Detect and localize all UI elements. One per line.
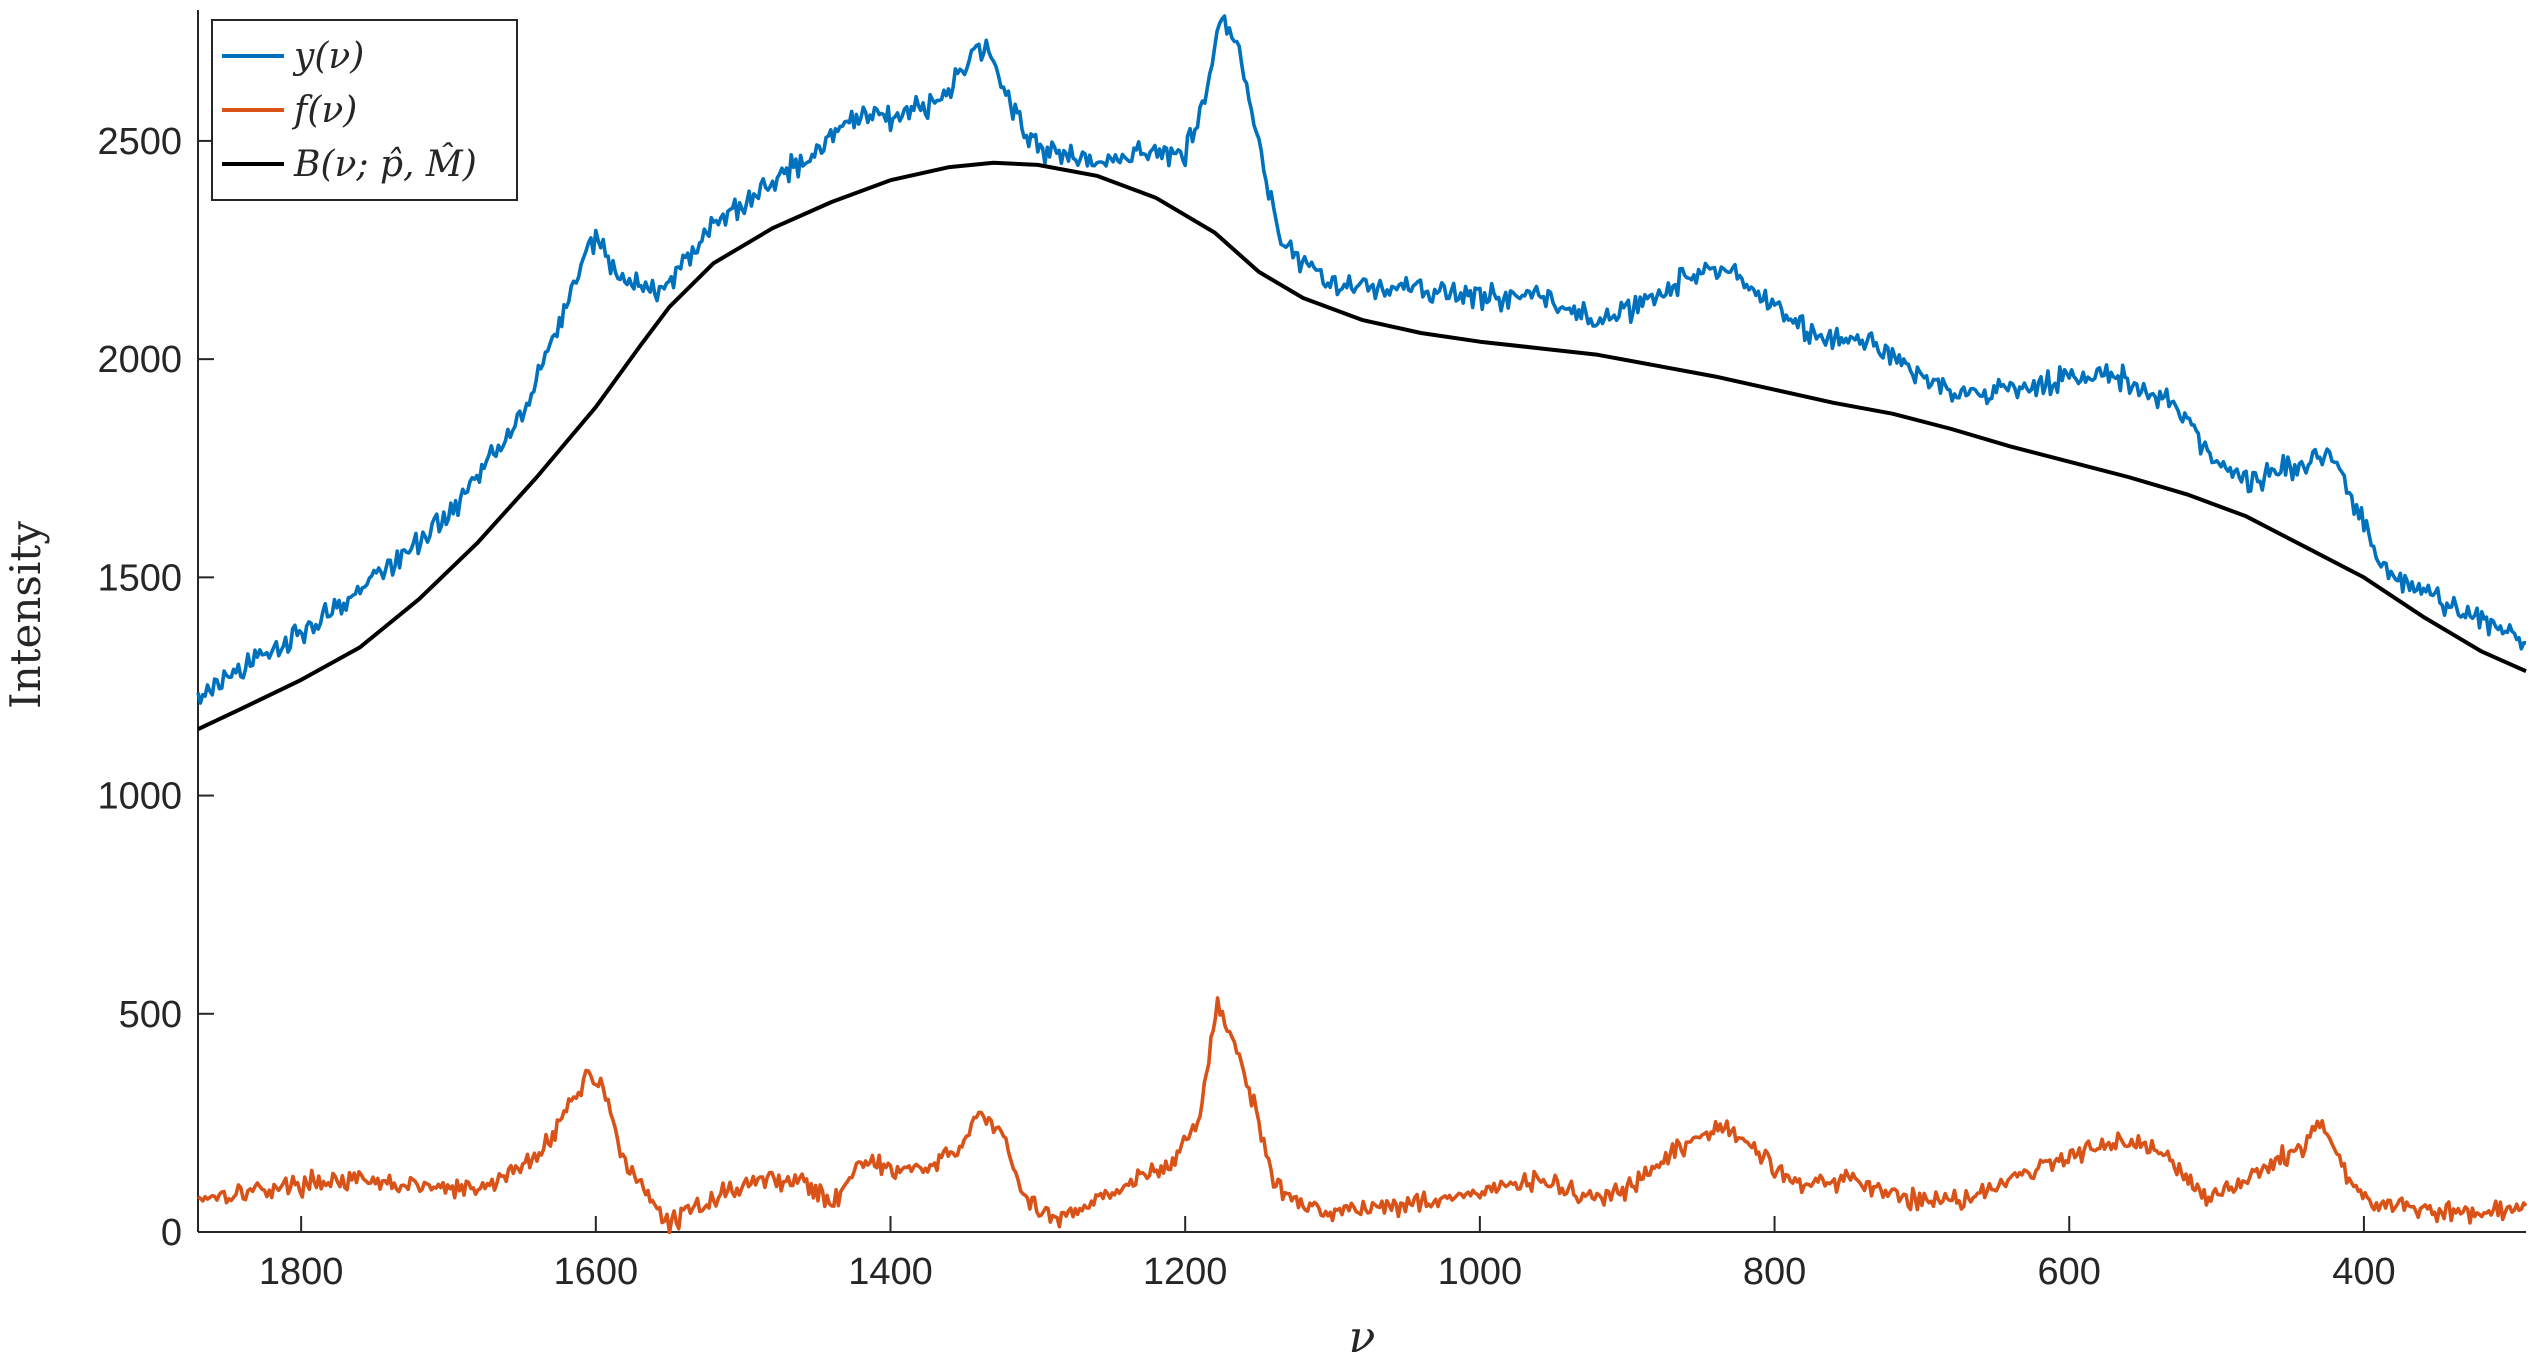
y-tick-label: 2000 [97, 339, 182, 381]
series-line-f [197, 996, 2528, 1235]
x-tick-label: 1400 [848, 1251, 933, 1293]
x-tick-label: 1200 [1143, 1251, 1228, 1293]
y-tick-label: 500 [119, 994, 182, 1036]
legend-label-y: y(ν) [292, 36, 364, 77]
x-tick-label: 400 [2332, 1251, 2395, 1293]
x-tick-label: 1800 [259, 1251, 344, 1293]
series-line-y [196, 14, 2526, 705]
y-tick-label: 1500 [97, 557, 182, 599]
y-tick-label: 1000 [97, 776, 182, 818]
series-line-B [197, 160, 2527, 732]
x-tick-label: 1600 [554, 1251, 639, 1293]
legend-label-B: B(ν; p̂, M̂) [293, 142, 477, 185]
x-tick-label: 1000 [1438, 1251, 1523, 1293]
x-axis-label: ν [1349, 1312, 1376, 1362]
x-tick-label: 600 [2038, 1251, 2101, 1293]
legend-label-f: f(ν) [291, 90, 357, 131]
y-tick-label: 0 [161, 1212, 182, 1254]
legend: y(ν) f(ν) B(ν; p̂, M̂) [211, 19, 518, 201]
x-tick-label: 800 [1743, 1251, 1806, 1293]
axes: 1800 1600 1400 1200 1000 800 600 400 0 500 1000 150… [97, 10, 2526, 1293]
y-axis-label: Intensity [1, 521, 50, 709]
series-layer [196, 14, 2528, 1235]
y-tick-label: 2500 [97, 121, 182, 163]
